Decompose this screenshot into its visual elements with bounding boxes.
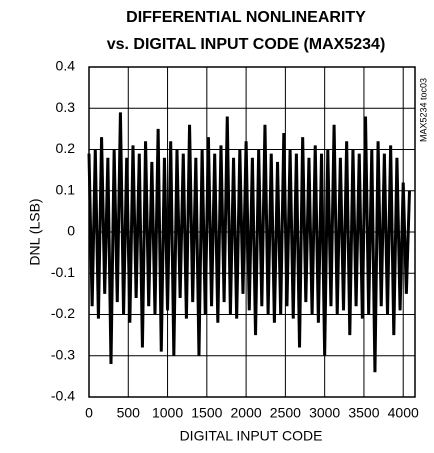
x-tick-label: 0	[85, 405, 93, 421]
y-tick-label: -0.3	[51, 346, 75, 362]
y-tick-label: 0.4	[56, 58, 76, 74]
annotation: MAX5234 toc03	[418, 78, 428, 142]
y-tick-label: -0.1	[51, 264, 75, 280]
y-tick-label: -0.4	[51, 388, 75, 404]
x-tick-label: 1500	[191, 405, 222, 421]
y-tick-label: -0.2	[51, 305, 75, 321]
x-tick-label: 1000	[152, 405, 183, 421]
x-tick-label: 3000	[309, 405, 340, 421]
y-tick-label: 0.2	[56, 140, 76, 156]
x-tick-label: 2500	[270, 405, 301, 421]
x-tick-label: 500	[117, 405, 141, 421]
chart-title: vs. DIGITAL INPUT CODE (MAX5234)	[107, 36, 386, 53]
x-tick-label: 2000	[231, 405, 262, 421]
x-tick-label: 4000	[388, 405, 419, 421]
y-axis-label: DNL (LSB)	[27, 198, 43, 265]
plot-frame	[88, 66, 416, 398]
y-tick-label: 0.1	[56, 181, 76, 197]
y-tick-label: 0.3	[56, 99, 76, 115]
y-tick-label: 0	[67, 223, 75, 239]
x-tick-label: 3500	[348, 405, 379, 421]
chart-title: DIFFERENTIAL NONLINEARITY	[126, 9, 366, 26]
x-axis-label: DIGITAL INPUT CODE	[180, 428, 323, 444]
data-line	[87, 112, 412, 373]
